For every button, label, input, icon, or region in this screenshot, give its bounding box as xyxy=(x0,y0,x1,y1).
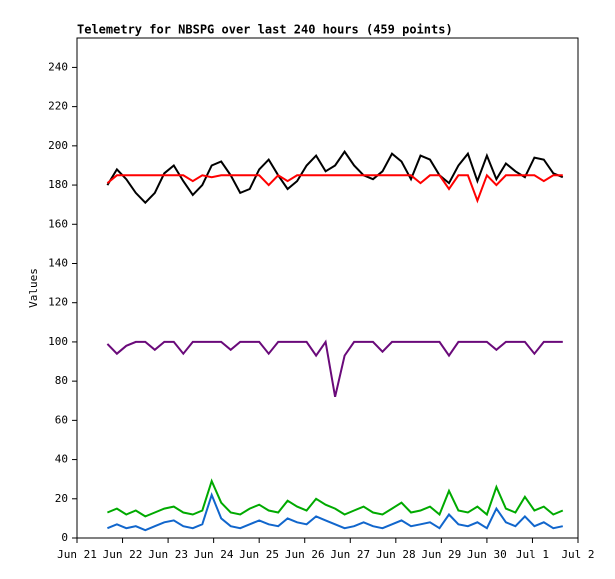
x-tick-label: Jul 2 xyxy=(561,548,594,561)
series-line xyxy=(106,173,563,204)
x-tick-label: Jun 26 xyxy=(285,548,325,561)
series-line xyxy=(106,339,563,398)
x-tick-label: Jun 29 xyxy=(421,548,461,561)
y-tick-label: 240 xyxy=(48,60,68,73)
x-tick-label: Jun 24 xyxy=(194,548,234,561)
y-tick-label: 140 xyxy=(48,256,68,269)
y-tick-label: 0 xyxy=(61,531,68,544)
y-tick-label: 80 xyxy=(55,374,68,387)
x-tick-label: Jun 27 xyxy=(330,548,370,561)
x-tick-label: Jun 25 xyxy=(239,548,279,561)
chart-title: Telemetry for NBSPG over last 240 hours … xyxy=(77,23,453,37)
y-axis-label: Values xyxy=(27,268,40,308)
y-tick-label: 60 xyxy=(55,413,68,426)
y-tick-label: 160 xyxy=(48,217,68,230)
x-tick-label: Jul 1 xyxy=(516,548,549,561)
x-tick-label: Jun 21 xyxy=(57,548,97,561)
y-tick-label: 220 xyxy=(48,100,68,113)
y-tick-label: 180 xyxy=(48,178,68,191)
y-tick-label: 120 xyxy=(48,296,68,309)
x-tick-label: Jun 28 xyxy=(376,548,416,561)
y-tick-label: 100 xyxy=(48,335,68,348)
y-tick-label: 40 xyxy=(55,453,68,466)
y-tick-label: 20 xyxy=(55,492,68,505)
y-tick-label: 200 xyxy=(48,139,68,152)
plot-frame xyxy=(76,37,579,539)
series-line xyxy=(107,478,564,518)
x-tick-label: Jun 30 xyxy=(467,548,507,561)
x-tick-label: Jun 22 xyxy=(103,548,143,561)
series-line xyxy=(107,491,564,532)
series-line xyxy=(106,149,564,205)
x-tick-label: Jun 23 xyxy=(148,548,188,561)
